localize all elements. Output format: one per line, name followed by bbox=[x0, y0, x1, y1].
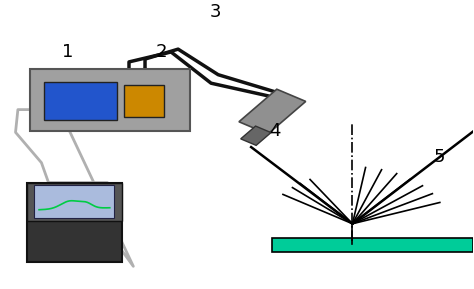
Text: 3: 3 bbox=[210, 3, 221, 21]
Bar bbox=[30, 69, 190, 131]
Bar bbox=[273, 238, 473, 252]
Text: 5: 5 bbox=[434, 148, 446, 166]
Bar bbox=[27, 183, 121, 221]
Text: 4: 4 bbox=[269, 123, 281, 140]
Polygon shape bbox=[241, 126, 271, 145]
Text: 1: 1 bbox=[62, 43, 73, 61]
Bar bbox=[44, 82, 117, 120]
Bar bbox=[124, 85, 164, 117]
Bar bbox=[35, 186, 115, 218]
Bar bbox=[27, 183, 121, 262]
Text: 2: 2 bbox=[156, 43, 167, 61]
Polygon shape bbox=[239, 89, 306, 134]
